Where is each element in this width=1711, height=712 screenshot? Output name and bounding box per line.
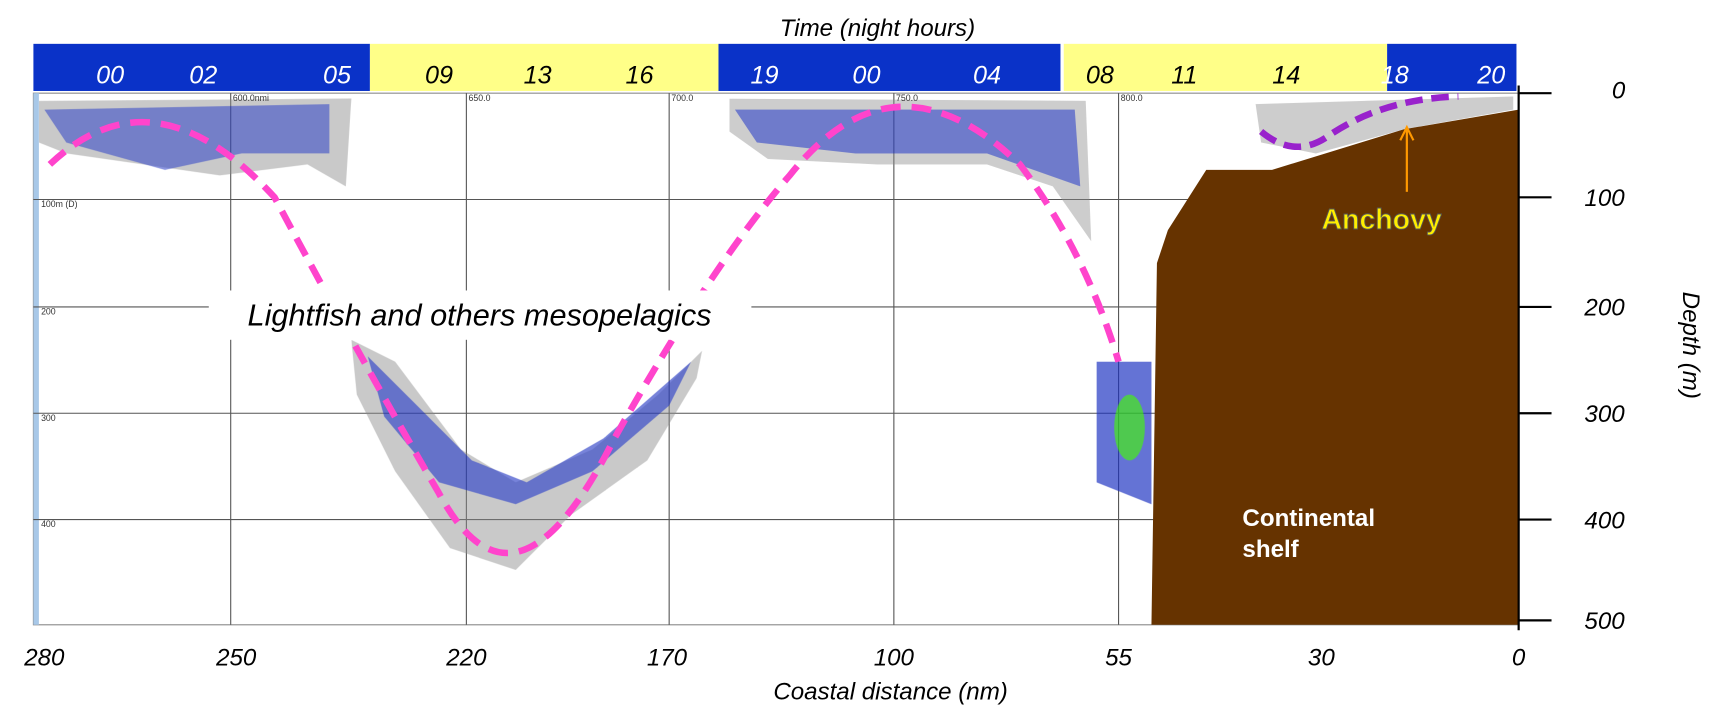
migration-curve bbox=[47, 103, 1122, 557]
night-band bbox=[33, 43, 370, 91]
time-label: 20 bbox=[1476, 61, 1505, 89]
time-label: 00 bbox=[96, 61, 124, 89]
echogram-depth-label: 200 bbox=[41, 307, 56, 317]
day-band bbox=[369, 43, 719, 91]
distance-tick-label: 220 bbox=[445, 644, 487, 671]
distance-tick-label: 250 bbox=[215, 644, 257, 671]
anchovy-arrow-head bbox=[1399, 124, 1415, 141]
night-band bbox=[1387, 43, 1517, 91]
echogram-range-label: 750.0 bbox=[896, 93, 918, 103]
depth-tick-label: 300 bbox=[1584, 401, 1625, 428]
distance-tick-label: 170 bbox=[647, 644, 688, 671]
echogram-range-label: 600.0nmi bbox=[233, 93, 269, 103]
echogram-range-label: 650.0 bbox=[469, 93, 491, 103]
time-label: 18 bbox=[1381, 61, 1409, 89]
time-label: 04 bbox=[973, 61, 1001, 89]
depth-tick-label: 0 bbox=[1612, 78, 1626, 105]
depth-tick-label: 100 bbox=[1584, 185, 1625, 212]
time-label: 14 bbox=[1272, 61, 1300, 89]
echogram-range-label: 800.0 bbox=[1121, 93, 1143, 103]
distance-tick-label: 55 bbox=[1105, 644, 1132, 671]
anchovy-curve bbox=[1258, 93, 1459, 151]
depth-tick-label: 200 bbox=[1583, 295, 1625, 322]
distance-tick-label: 0 bbox=[1512, 644, 1526, 671]
depth-tick-label: 500 bbox=[1584, 608, 1625, 635]
distance-axis-title: Coastal distance (nm) bbox=[773, 678, 1008, 705]
time-label: 16 bbox=[626, 61, 655, 89]
distance-tick-label: 100 bbox=[874, 644, 915, 671]
edge-strip bbox=[33, 93, 39, 625]
mesopelagics-label: Lightfish and others mesopelagics bbox=[248, 298, 712, 333]
echo-returns bbox=[38, 96, 1514, 570]
depth-axis-title: Depth (m) bbox=[1677, 292, 1704, 399]
time-label: 00 bbox=[852, 61, 880, 89]
time-label: 19 bbox=[750, 61, 778, 89]
echogram-depth-label: 300 bbox=[41, 413, 56, 423]
time-label: 11 bbox=[1171, 61, 1197, 89]
time-label: 02 bbox=[189, 61, 217, 89]
distance-tick-label: 280 bbox=[23, 644, 65, 671]
anchovy-label: Anchovy bbox=[1321, 204, 1441, 236]
time-label: 05 bbox=[323, 61, 352, 89]
continental-shelf bbox=[1151, 109, 1519, 625]
figure-title: Time (night hours) bbox=[780, 15, 975, 42]
time-label: 09 bbox=[425, 61, 453, 89]
distance-tick-label: 30 bbox=[1308, 644, 1335, 671]
echogram-range-label: 700.0 bbox=[671, 93, 693, 103]
echogram-depth-label: 400 bbox=[41, 519, 56, 529]
echogram bbox=[32, 92, 1520, 626]
time-bar bbox=[33, 43, 1517, 91]
echogram-depth-label: 100m (D) bbox=[41, 199, 78, 209]
night-band bbox=[718, 43, 1061, 91]
day-band bbox=[1063, 43, 1388, 91]
shelf-label: shelf bbox=[1242, 536, 1299, 563]
annotation-box bbox=[208, 290, 752, 340]
time-label: 08 bbox=[1086, 61, 1114, 89]
shelf-label: Continental bbox=[1242, 505, 1375, 532]
time-label: 13 bbox=[524, 61, 552, 89]
depth-tick-label: 400 bbox=[1584, 507, 1625, 534]
